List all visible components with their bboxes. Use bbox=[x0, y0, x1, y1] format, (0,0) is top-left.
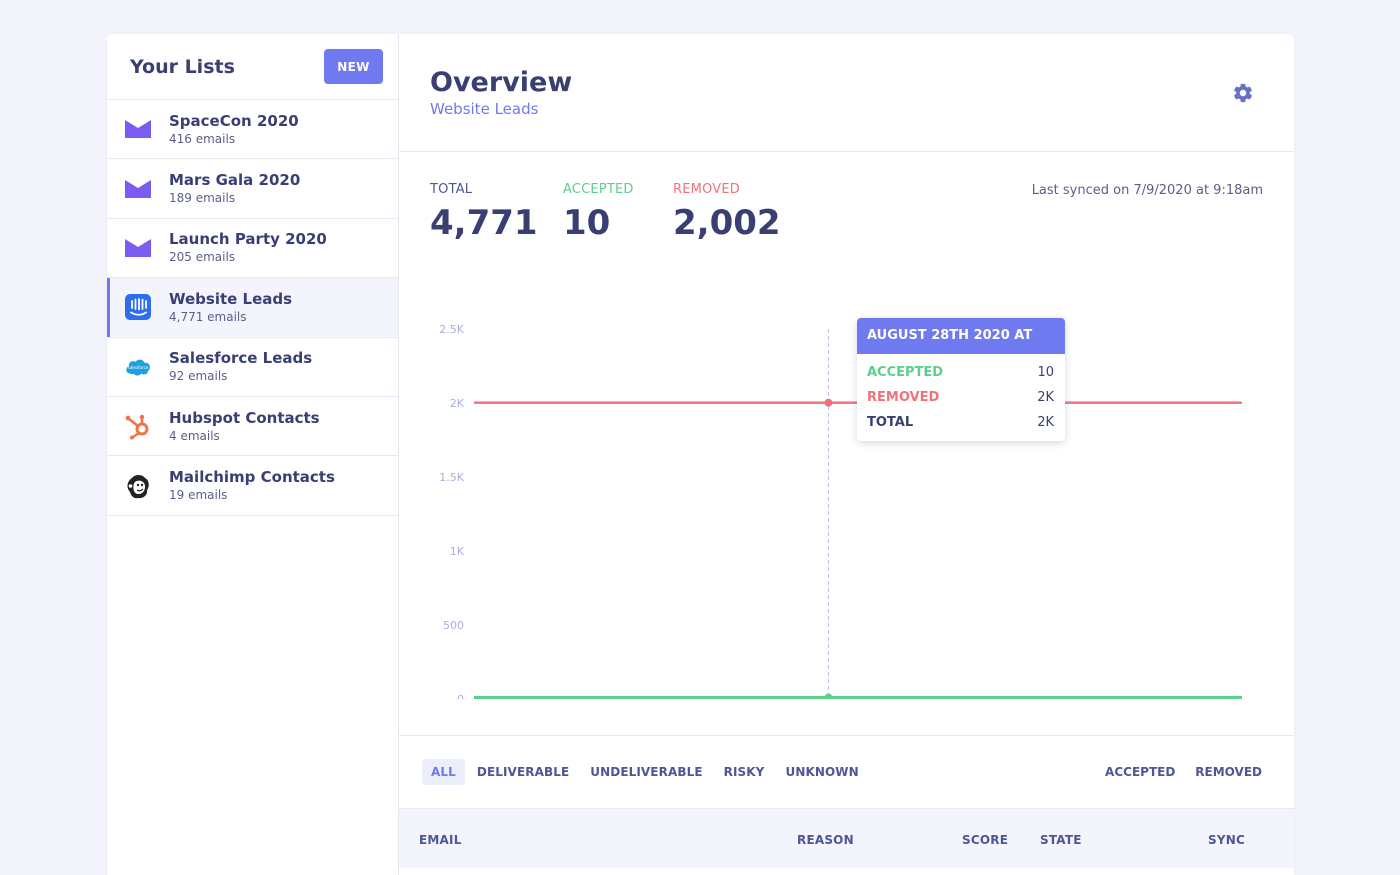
stat-removed-value: 2,002 bbox=[673, 203, 781, 243]
list-item-website-leads[interactable]: Website Leads 4,771 emails bbox=[107, 278, 398, 338]
salesforce-icon: salesforce bbox=[124, 353, 152, 381]
app-window: Your Lists NEW SpaceCon 2020 416 emails … bbox=[107, 34, 1294, 875]
list-item-name: Launch Party 2020 bbox=[169, 230, 327, 249]
list-item-name: Hubspot Contacts bbox=[169, 408, 320, 427]
svg-text:salesforce: salesforce bbox=[128, 365, 149, 370]
stat-accepted-value: 10 bbox=[563, 203, 611, 243]
list-item-count: 4,771 emails bbox=[169, 309, 247, 324]
tooltip-accepted-label: ACCEPTED bbox=[867, 365, 944, 380]
tooltip-removed-value: 2K bbox=[1037, 390, 1054, 405]
y-tick-label: 500 bbox=[443, 619, 464, 632]
list-item-mailchimp-contacts[interactable]: Mailchimp Contacts 19 emails bbox=[107, 456, 398, 516]
new-list-button[interactable]: NEW bbox=[324, 49, 383, 84]
main-panel: Overview Website Leads TOTAL 4,771 ACCEP… bbox=[399, 34, 1294, 875]
stat-total-label: TOTAL bbox=[430, 182, 473, 197]
table-header: EMAIL REASON SCORE STATE SYNC bbox=[399, 808, 1294, 868]
stat-accepted-label: ACCEPTED bbox=[563, 182, 634, 197]
tooltip-title: AUGUST 28TH 2020 AT 12AM bbox=[857, 318, 1065, 379]
list-item-count: 19 emails bbox=[169, 488, 228, 503]
highlight-point-removed bbox=[824, 398, 833, 407]
page-subtitle: Website Leads bbox=[430, 100, 539, 118]
stat-removed-label: REMOVED bbox=[673, 182, 740, 197]
list-item-count: 92 emails bbox=[169, 369, 228, 384]
list-item-spacecon-2020[interactable]: SpaceCon 2020 416 emails bbox=[107, 100, 398, 160]
chart-tooltip: AUGUST 28TH 2020 AT 12AM ACCEPTED 10 REM… bbox=[857, 318, 1065, 441]
tooltip-row-total: TOTAL 2K bbox=[857, 410, 1065, 435]
list-item-name: Mars Gala 2020 bbox=[169, 171, 301, 190]
filter-removed-button[interactable]: REMOVED bbox=[1195, 765, 1262, 779]
intercom-icon bbox=[124, 293, 152, 321]
sidebar-header: Your Lists NEW bbox=[107, 34, 398, 100]
y-tick-label: 0 bbox=[457, 693, 464, 699]
tooltip-row-removed: REMOVED 2K bbox=[857, 385, 1065, 410]
list-item-launch-party-2020[interactable]: Launch Party 2020 205 emails bbox=[107, 219, 398, 279]
list-item-hubspot-contacts[interactable]: Hubspot Contacts 4 emails bbox=[107, 397, 398, 457]
highlight-point-accepted bbox=[824, 693, 833, 699]
filter-tab-undeliverable[interactable]: UNDELIVERABLE bbox=[590, 765, 703, 779]
overview-header: Overview Website Leads bbox=[399, 34, 1294, 152]
stat-accepted: ACCEPTED 10 bbox=[563, 182, 634, 243]
last-synced-text: Last synced on 7/9/2020 at 9:18am bbox=[1031, 183, 1263, 198]
list-item-count: 189 emails bbox=[169, 191, 236, 206]
column-reason[interactable]: REASON bbox=[797, 833, 854, 847]
stat-total-value: 4,771 bbox=[430, 203, 538, 243]
list-item-name: Salesforce Leads bbox=[169, 349, 313, 368]
filter-bar: ALL DELIVERABLE UNDELIVERABLE RISKY UNKN… bbox=[399, 735, 1294, 808]
envelope-icon bbox=[124, 234, 152, 262]
envelope-icon bbox=[124, 115, 152, 143]
filter-actions: ACCEPTED REMOVED bbox=[1085, 736, 1262, 808]
tooltip-total-value: 2K bbox=[1037, 415, 1054, 430]
tooltip-total-label: TOTAL bbox=[867, 415, 914, 430]
filter-tab-deliverable[interactable]: DELIVERABLE bbox=[476, 765, 570, 779]
list-item-count: 4 emails bbox=[169, 428, 220, 443]
y-tick-label: 1K bbox=[450, 545, 465, 558]
y-tick-label: 2.5K bbox=[439, 323, 464, 336]
column-email[interactable]: EMAIL bbox=[419, 833, 462, 847]
y-tick-label: 1.5K bbox=[439, 471, 464, 484]
list-item-count: 205 emails bbox=[169, 250, 236, 265]
stat-removed: REMOVED 2,002 bbox=[673, 182, 781, 243]
page-title: Overview bbox=[430, 67, 573, 98]
stat-total: TOTAL 4,771 bbox=[430, 182, 538, 243]
filter-tab-unknown[interactable]: UNKNOWN bbox=[785, 765, 859, 779]
sidebar: Your Lists NEW SpaceCon 2020 416 emails … bbox=[107, 34, 399, 875]
sidebar-title: Your Lists bbox=[130, 55, 235, 78]
filter-tab-risky[interactable]: RISKY bbox=[723, 765, 765, 779]
mailchimp-icon bbox=[124, 472, 152, 500]
envelope-icon bbox=[124, 175, 152, 203]
list-item-count: 416 emails bbox=[169, 131, 236, 146]
list-item-mars-gala-2020[interactable]: Mars Gala 2020 189 emails bbox=[107, 159, 398, 219]
filter-accepted-button[interactable]: ACCEPTED bbox=[1105, 765, 1176, 779]
y-tick-label: 2K bbox=[450, 397, 465, 410]
list-item-name: SpaceCon 2020 bbox=[169, 111, 299, 130]
column-score[interactable]: SCORE bbox=[962, 833, 1009, 847]
tooltip-accepted-value: 10 bbox=[1037, 365, 1054, 380]
list-item-salesforce-leads[interactable]: salesforce Salesforce Leads 92 emails bbox=[107, 338, 398, 397]
column-sync[interactable]: SYNC bbox=[1208, 833, 1245, 847]
tooltip-row-accepted: ACCEPTED 10 bbox=[857, 360, 1065, 385]
tooltip-removed-label: REMOVED bbox=[867, 390, 940, 405]
list-item-name: Mailchimp Contacts bbox=[169, 468, 335, 487]
stats-summary: TOTAL 4,771 ACCEPTED 10 REMOVED 2,002 La… bbox=[399, 152, 1294, 262]
column-state[interactable]: STATE bbox=[1040, 833, 1082, 847]
filter-tab-all[interactable]: ALL bbox=[422, 759, 465, 785]
hubspot-icon bbox=[124, 412, 152, 440]
gear-icon[interactable] bbox=[1232, 82, 1254, 104]
list-item-name: Website Leads bbox=[169, 289, 293, 308]
